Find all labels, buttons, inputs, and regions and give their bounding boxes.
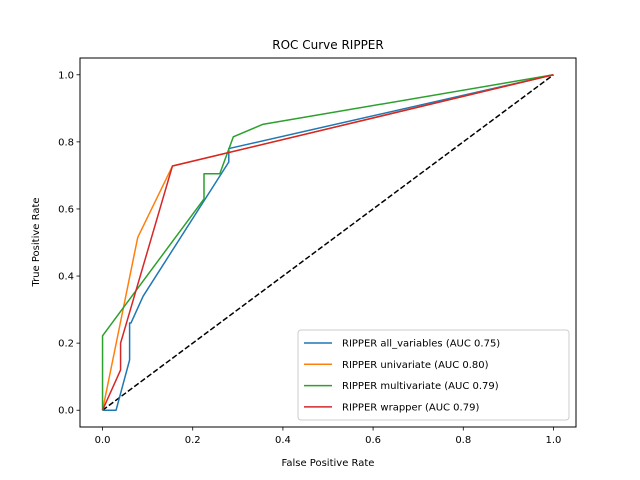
x-axis-label: False Positive Rate [282, 458, 375, 469]
reference-diagonal-line [102, 74, 554, 411]
legend-label-2: RIPPER multivariate (AUC 0.79) [342, 381, 499, 392]
x-tick-label: 0.6 [365, 435, 381, 446]
y-tick-label: 0.8 [58, 137, 74, 148]
y-tick-label: 0.0 [58, 406, 74, 417]
y-axis-label: True Positive Rate [31, 197, 42, 287]
legend-label-3: RIPPER wrapper (AUC 0.79) [342, 402, 479, 413]
series-line-3 [101, 74, 554, 411]
legend: RIPPER all_variables (AUC 0.75) RIPPER un… [297, 329, 570, 421]
legend-label-0: RIPPER all_variables (AUC 0.75) [342, 339, 500, 350]
plot-area [101, 74, 554, 411]
x-tick-label: 1.0 [546, 435, 562, 446]
x-tick-label: 0.0 [95, 435, 111, 446]
x-tick-label: 0.2 [185, 435, 201, 446]
y-tick-label: 0.6 [58, 204, 74, 215]
x-axis: 0.0 0.2 0.4 0.6 0.8 1.0 [95, 427, 562, 446]
y-tick-label: 1.0 [58, 70, 74, 81]
x-tick-label: 0.4 [275, 435, 291, 446]
axes-frame [79, 57, 577, 428]
y-tick-label: 0.4 [58, 272, 74, 283]
legend-label-1: RIPPER univariate (AUC 0.80) [342, 360, 489, 371]
chart-title: ROC Curve RIPPER [272, 38, 383, 52]
y-axis: 0.0 0.2 0.4 0.6 0.8 1.0 [58, 70, 80, 417]
y-tick-label: 0.2 [58, 339, 74, 350]
series-line-2 [101, 74, 554, 411]
legend-box [297, 329, 570, 421]
x-tick-label: 0.8 [455, 435, 471, 446]
